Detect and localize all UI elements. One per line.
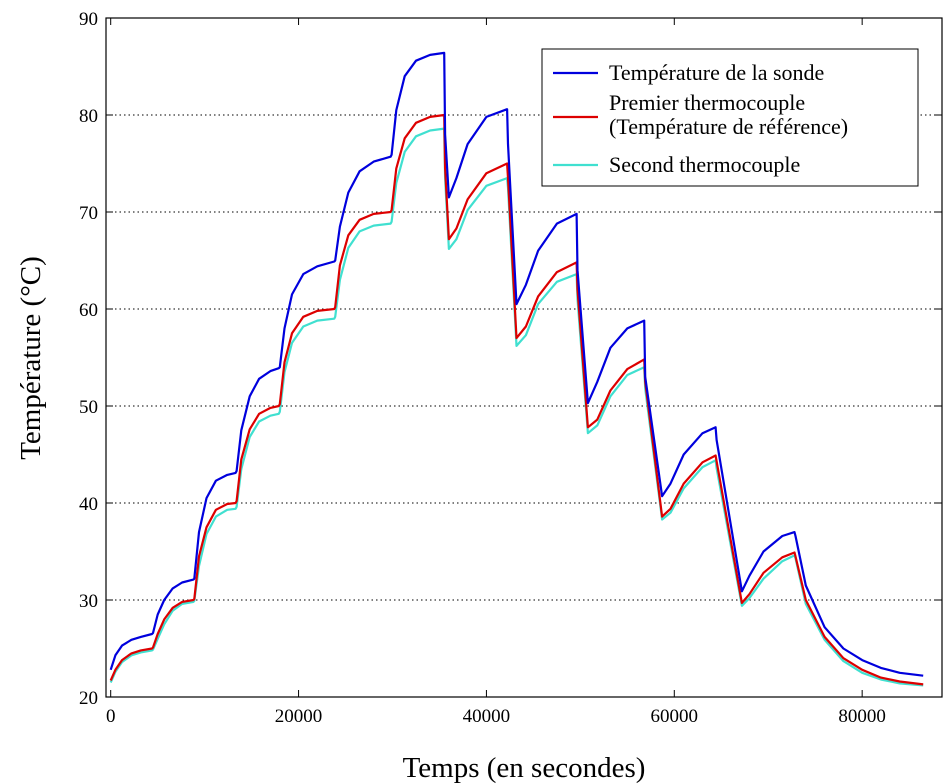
series-line-1 [109,51,924,677]
legend-label: (Température de référence) [609,114,848,139]
y-tick-label: 40 [79,494,98,515]
gridlines [106,114,942,601]
x-tick-label: 80000 [838,706,886,727]
series-layer [109,51,924,687]
x-tick-label: 40000 [463,706,511,727]
plot-frame [105,17,943,698]
y-tick-label: 50 [79,397,98,418]
legend-label: Premier thermocouple [609,90,805,115]
y-tick-label: 80 [79,106,98,127]
x-tick-label: 20000 [275,706,323,727]
y-tick-label: 90 [79,9,98,30]
legend-box [541,48,919,187]
legend: Température de la sonde Premier thermocou… [541,48,919,187]
ticks-layer: 20 30 40 50 60 70 80 90 0 20000 40000 60000 80000 [79,9,942,727]
x-tick-label: 0 [106,706,116,727]
y-tick-label: 20 [79,688,98,709]
y-tick-label: 60 [79,300,98,321]
y-tick-label: 30 [79,591,98,612]
y-axis-title: Température (°C) [15,256,47,460]
x-tick-label: 60000 [651,706,699,727]
legend-label: Second thermocouple [609,152,800,177]
series-line-3 [109,127,924,687]
series-line-2 [109,113,924,686]
legend-label: Température de la sonde [609,60,824,85]
x-axis-title: Temps (en secondes) [403,752,646,784]
y-tick-label: 70 [79,203,98,224]
